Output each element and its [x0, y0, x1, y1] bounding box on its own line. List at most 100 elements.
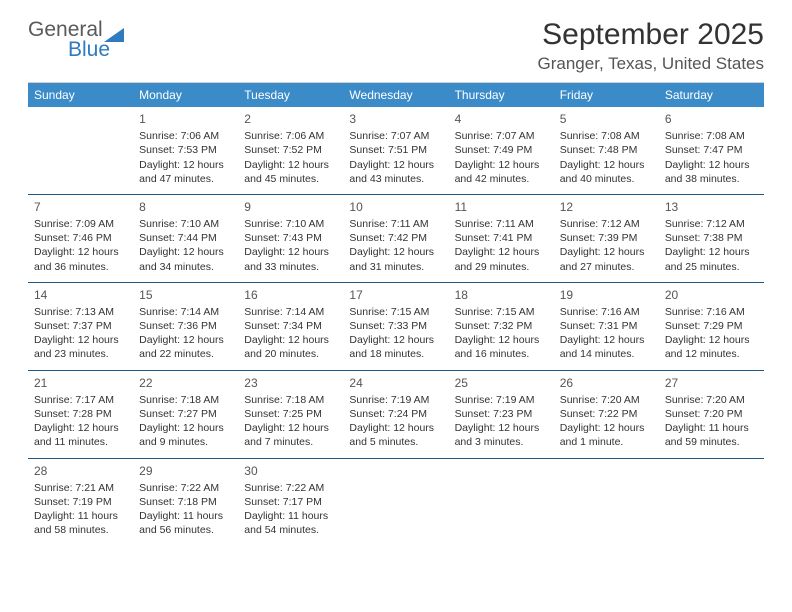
daylight-text: Daylight: 12 hours and 18 minutes.: [349, 333, 442, 361]
sunrise-text: Sunrise: 7:09 AM: [34, 217, 127, 231]
sunset-text: Sunset: 7:41 PM: [455, 231, 548, 245]
day-number: 23: [244, 375, 337, 391]
day-number: 9: [244, 199, 337, 215]
daylight-text: Daylight: 12 hours and 11 minutes.: [34, 421, 127, 449]
day-cell: 22Sunrise: 7:18 AMSunset: 7:27 PMDayligh…: [133, 371, 238, 459]
weekday-header: Thursday: [449, 83, 554, 107]
daylight-text: Daylight: 12 hours and 16 minutes.: [455, 333, 548, 361]
day-cell: 7Sunrise: 7:09 AMSunset: 7:46 PMDaylight…: [28, 195, 133, 283]
sunrise-text: Sunrise: 7:07 AM: [349, 129, 442, 143]
day-number: 19: [560, 287, 653, 303]
sunset-text: Sunset: 7:19 PM: [34, 495, 127, 509]
empty-cell: [28, 107, 133, 195]
sunrise-text: Sunrise: 7:18 AM: [244, 393, 337, 407]
sunset-text: Sunset: 7:37 PM: [34, 319, 127, 333]
daylight-text: Daylight: 11 hours and 56 minutes.: [139, 509, 232, 537]
sunset-text: Sunset: 7:34 PM: [244, 319, 337, 333]
daylight-text: Daylight: 11 hours and 54 minutes.: [244, 509, 337, 537]
day-cell: 29Sunrise: 7:22 AMSunset: 7:18 PMDayligh…: [133, 459, 238, 546]
daylight-text: Daylight: 12 hours and 23 minutes.: [34, 333, 127, 361]
weekday-header: Tuesday: [238, 83, 343, 107]
daylight-text: Daylight: 11 hours and 59 minutes.: [665, 421, 758, 449]
sunrise-text: Sunrise: 7:11 AM: [455, 217, 548, 231]
sunset-text: Sunset: 7:33 PM: [349, 319, 442, 333]
sunrise-text: Sunrise: 7:15 AM: [455, 305, 548, 319]
day-cell: 26Sunrise: 7:20 AMSunset: 7:22 PMDayligh…: [554, 371, 659, 459]
sunset-text: Sunset: 7:25 PM: [244, 407, 337, 421]
empty-cell: [343, 459, 448, 546]
day-number: 14: [34, 287, 127, 303]
sunset-text: Sunset: 7:47 PM: [665, 143, 758, 157]
sunset-text: Sunset: 7:51 PM: [349, 143, 442, 157]
day-cell: 16Sunrise: 7:14 AMSunset: 7:34 PMDayligh…: [238, 283, 343, 371]
sunrise-text: Sunrise: 7:22 AM: [139, 481, 232, 495]
daylight-text: Daylight: 12 hours and 38 minutes.: [665, 158, 758, 186]
day-number: 27: [665, 375, 758, 391]
day-cell: 12Sunrise: 7:12 AMSunset: 7:39 PMDayligh…: [554, 195, 659, 283]
day-number: 21: [34, 375, 127, 391]
daylight-text: Daylight: 12 hours and 42 minutes.: [455, 158, 548, 186]
day-number: 8: [139, 199, 232, 215]
daylight-text: Daylight: 12 hours and 31 minutes.: [349, 245, 442, 273]
day-number: 16: [244, 287, 337, 303]
sunrise-text: Sunrise: 7:06 AM: [244, 129, 337, 143]
sunset-text: Sunset: 7:22 PM: [560, 407, 653, 421]
day-cell: 18 Sunrise: 7:15 AMSunset: 7:32 PMDayligh…: [449, 283, 554, 371]
daylight-text: Daylight: 12 hours and 25 minutes.: [665, 245, 758, 273]
location: Granger, Texas, United States: [538, 54, 764, 74]
day-cell: 10Sunrise: 7:11 AMSunset: 7:42 PMDayligh…: [343, 195, 448, 283]
day-number: 6: [665, 111, 758, 127]
sunrise-text: Sunrise: 7:06 AM: [139, 129, 232, 143]
daylight-text: Daylight: 11 hours and 58 minutes.: [34, 509, 127, 537]
daylight-text: Daylight: 12 hours and 33 minutes.: [244, 245, 337, 273]
weekday-header: Monday: [133, 83, 238, 107]
day-number: 20: [665, 287, 758, 303]
sunrise-text: Sunrise: 7:11 AM: [349, 217, 442, 231]
sunrise-text: Sunrise: 7:18 AM: [139, 393, 232, 407]
day-number: 18: [455, 287, 548, 303]
sunrise-text: Sunrise: 7:13 AM: [34, 305, 127, 319]
sunset-text: Sunset: 7:32 PM: [455, 319, 548, 333]
sunrise-text: Sunrise: 7:22 AM: [244, 481, 337, 495]
day-cell: 11 Sunrise: 7:11 AMSunset: 7:41 PMDayligh…: [449, 195, 554, 283]
day-number: 10: [349, 199, 442, 215]
daylight-text: Daylight: 12 hours and 29 minutes.: [455, 245, 548, 273]
day-cell: 1Sunrise: 7:06 AMSunset: 7:53 PMDaylight…: [133, 107, 238, 195]
daylight-text: Daylight: 12 hours and 7 minutes.: [244, 421, 337, 449]
sunrise-text: Sunrise: 7:20 AM: [665, 393, 758, 407]
sunrise-text: Sunrise: 7:20 AM: [560, 393, 653, 407]
day-number: 4: [455, 111, 548, 127]
sunset-text: Sunset: 7:53 PM: [139, 143, 232, 157]
day-cell: 27Sunrise: 7:20 AMSunset: 7:20 PMDayligh…: [659, 371, 764, 459]
day-cell: 25Sunrise: 7:19 AMSunset: 7:23 PMDayligh…: [449, 371, 554, 459]
daylight-text: Daylight: 12 hours and 12 minutes.: [665, 333, 758, 361]
day-cell: 19Sunrise: 7:16 AMSunset: 7:31 PMDayligh…: [554, 283, 659, 371]
day-number: 22: [139, 375, 232, 391]
day-number: 26: [560, 375, 653, 391]
day-cell: 6Sunrise: 7:08 AMSunset: 7:47 PMDaylight…: [659, 107, 764, 195]
weekday-header: Friday: [554, 83, 659, 107]
sunrise-text: Sunrise: 7:17 AM: [34, 393, 127, 407]
sunrise-text: Sunrise: 7:19 AM: [349, 393, 442, 407]
day-number: 25: [455, 375, 548, 391]
day-cell: 24Sunrise: 7:19 AMSunset: 7:24 PMDayligh…: [343, 371, 448, 459]
day-number: 2: [244, 111, 337, 127]
sunset-text: Sunset: 7:31 PM: [560, 319, 653, 333]
daylight-text: Daylight: 12 hours and 47 minutes.: [139, 158, 232, 186]
day-number: 7: [34, 199, 127, 215]
day-cell: 3Sunrise: 7:07 AMSunset: 7:51 PMDaylight…: [343, 107, 448, 195]
day-cell: 15Sunrise: 7:14 AMSunset: 7:36 PMDayligh…: [133, 283, 238, 371]
day-number: 11: [455, 199, 548, 215]
daylight-text: Daylight: 12 hours and 34 minutes.: [139, 245, 232, 273]
sunset-text: Sunset: 7:39 PM: [560, 231, 653, 245]
daylight-text: Daylight: 12 hours and 22 minutes.: [139, 333, 232, 361]
sunrise-text: Sunrise: 7:16 AM: [560, 305, 653, 319]
sunrise-text: Sunrise: 7:08 AM: [560, 129, 653, 143]
sunset-text: Sunset: 7:44 PM: [139, 231, 232, 245]
day-number: 13: [665, 199, 758, 215]
title-block: September 2025 Granger, Texas, United St…: [538, 18, 764, 74]
day-number: 5: [560, 111, 653, 127]
weekday-header: Wednesday: [343, 83, 448, 107]
sunset-text: Sunset: 7:48 PM: [560, 143, 653, 157]
sunset-text: Sunset: 7:29 PM: [665, 319, 758, 333]
